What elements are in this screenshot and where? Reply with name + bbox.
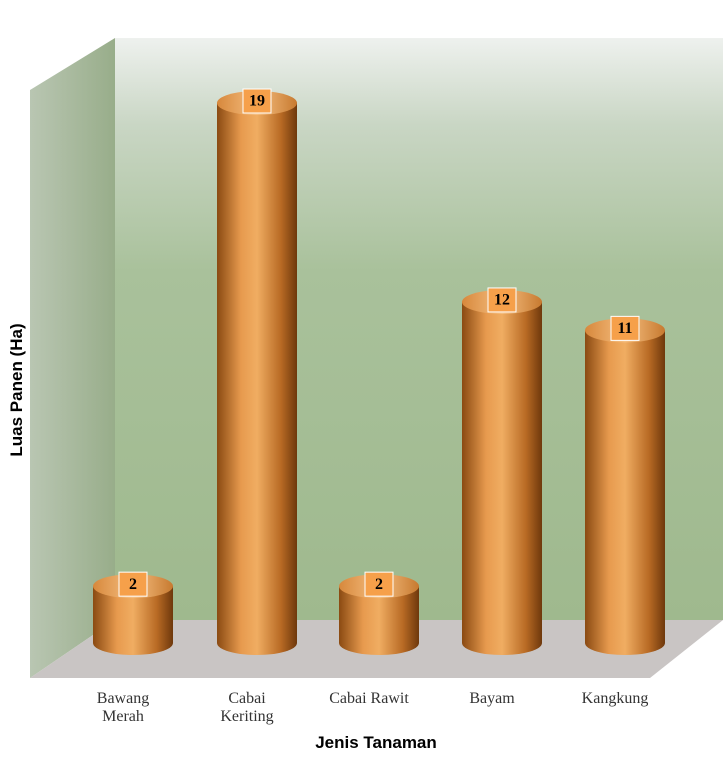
bar <box>585 318 665 655</box>
cylinder-body <box>462 301 542 655</box>
value-label: 12 <box>494 292 510 309</box>
value-label: 2 <box>375 576 383 593</box>
value-label: 11 <box>617 320 632 337</box>
value-label-box <box>364 571 394 597</box>
cylinder-body <box>217 103 297 655</box>
x-tick-label: Cabai Rawit <box>329 690 409 707</box>
bar <box>217 91 297 655</box>
x-tick-label: Bawang Merah <box>96 690 150 725</box>
value-label-box <box>242 88 272 114</box>
cylinder-body <box>339 586 419 655</box>
value-label-box <box>118 571 148 597</box>
side-wall <box>30 38 115 678</box>
x-axis-title: Jenis Tanaman <box>315 733 437 752</box>
value-label-box <box>610 315 640 341</box>
x-tick-label: Kangkung <box>581 690 649 707</box>
value-label-box <box>487 287 517 313</box>
cylinder-body <box>93 586 173 655</box>
cylinder-body <box>585 330 665 655</box>
value-label: 2 <box>129 576 137 593</box>
x-tick-label: Bayam <box>469 690 515 707</box>
x-tick-label: Cabai Keriting <box>220 690 274 725</box>
value-label: 19 <box>249 93 265 110</box>
y-axis-title: Luas Panen (Ha) <box>7 323 26 456</box>
bar <box>462 289 542 655</box>
